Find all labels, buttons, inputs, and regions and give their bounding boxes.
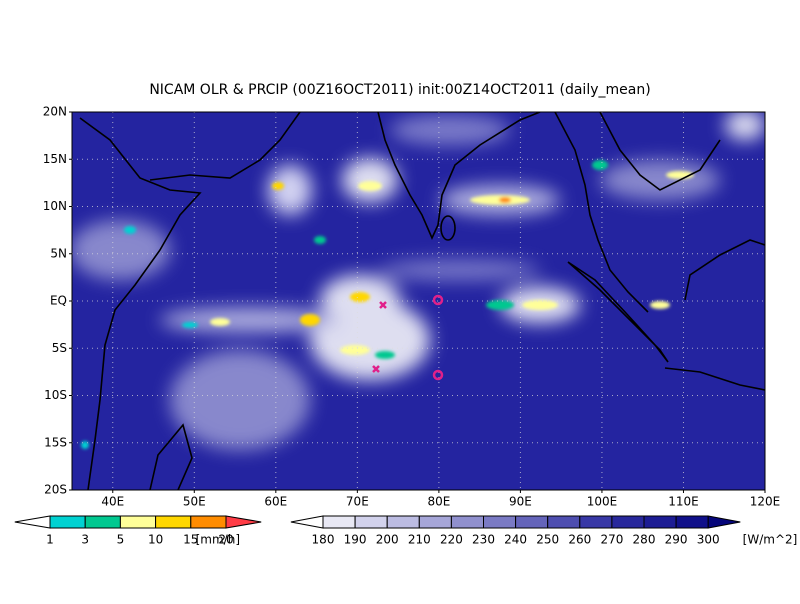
lat-tick-label: 5S bbox=[52, 341, 67, 355]
lon-tick-label: 120E bbox=[750, 495, 781, 509]
lon-tick-label: 40E bbox=[101, 495, 124, 509]
lat-tick-label: 10N bbox=[43, 199, 67, 213]
colorbar-label: 290 bbox=[665, 533, 688, 547]
lat-tick-label: 10S bbox=[44, 388, 67, 402]
lon-tick-label: 100E bbox=[587, 495, 618, 509]
colorbar-label: 220 bbox=[440, 533, 463, 547]
colorbar-label: 5 bbox=[117, 533, 125, 547]
colorbar-label: 190 bbox=[344, 533, 367, 547]
colorbar-label: 270 bbox=[600, 533, 623, 547]
colorbar-label: 3 bbox=[81, 533, 89, 547]
colorbar-box bbox=[418, 515, 452, 529]
colorbar-box bbox=[322, 515, 356, 529]
colorbar-box bbox=[225, 515, 262, 529]
colorbar-box bbox=[483, 515, 517, 529]
colorbar-box bbox=[643, 515, 677, 529]
colorbar-label: 1 bbox=[46, 533, 54, 547]
lon-tick-label: 80E bbox=[427, 495, 450, 509]
lat-tick-label: 20S bbox=[44, 483, 67, 497]
precip-unit: [mm/h] bbox=[196, 533, 240, 547]
colorbar-box bbox=[155, 515, 192, 529]
colorbar-label: 250 bbox=[536, 533, 559, 547]
lon-tick-label: 90E bbox=[509, 495, 532, 509]
colorbar-box bbox=[515, 515, 549, 529]
markers bbox=[372, 294, 444, 381]
colorbar-label: 20 bbox=[218, 533, 233, 547]
lon-tick-label: 50E bbox=[183, 495, 206, 509]
colorbar-label: 180 bbox=[312, 533, 335, 547]
colorbar-box bbox=[119, 515, 157, 529]
coastlines bbox=[79, 112, 765, 490]
colorbar-box bbox=[450, 515, 484, 529]
colorbar-label: 300 bbox=[697, 533, 720, 547]
colorbar-box bbox=[14, 515, 51, 529]
olr-unit: [W/m^2] bbox=[743, 533, 798, 547]
colorbar-label: 210 bbox=[408, 533, 431, 547]
colorbar-box bbox=[190, 515, 227, 529]
colorbar-box bbox=[386, 515, 420, 529]
lon-tick-label: 70E bbox=[346, 495, 369, 509]
colorbar-box bbox=[84, 515, 121, 529]
colorbar-label: 200 bbox=[376, 533, 399, 547]
colorbar-box bbox=[611, 515, 645, 529]
colorbar-box bbox=[675, 515, 709, 529]
colorbar-label: 10 bbox=[148, 533, 163, 547]
colorbar-box bbox=[290, 515, 324, 529]
colorbar-box bbox=[707, 515, 741, 529]
colorbar-box bbox=[49, 515, 86, 529]
lat-tick-label: 15N bbox=[43, 152, 67, 166]
map bbox=[72, 112, 765, 490]
lat-tick-label: 5N bbox=[50, 246, 67, 260]
colorbar-label: 15 bbox=[183, 533, 198, 547]
cloud-field bbox=[72, 112, 765, 450]
colorbar-label: 240 bbox=[504, 533, 527, 547]
lat-tick-label: EQ bbox=[50, 294, 67, 308]
lon-tick-label: 110E bbox=[668, 495, 699, 509]
colorbar-box bbox=[354, 515, 388, 529]
colorbar-label: 230 bbox=[472, 533, 495, 547]
colorbar-box bbox=[579, 515, 613, 529]
colorbar-box bbox=[547, 515, 581, 529]
lat-tick-label: 15S bbox=[44, 435, 67, 449]
colorbar-label: 260 bbox=[568, 533, 591, 547]
title: NICAM OLR & PRCIP (00Z16OCT2011) init:00… bbox=[149, 82, 650, 98]
colorbar-label: 280 bbox=[633, 533, 656, 547]
lat-tick-label: 20N bbox=[43, 105, 67, 119]
lon-tick-label: 60E bbox=[264, 495, 287, 509]
